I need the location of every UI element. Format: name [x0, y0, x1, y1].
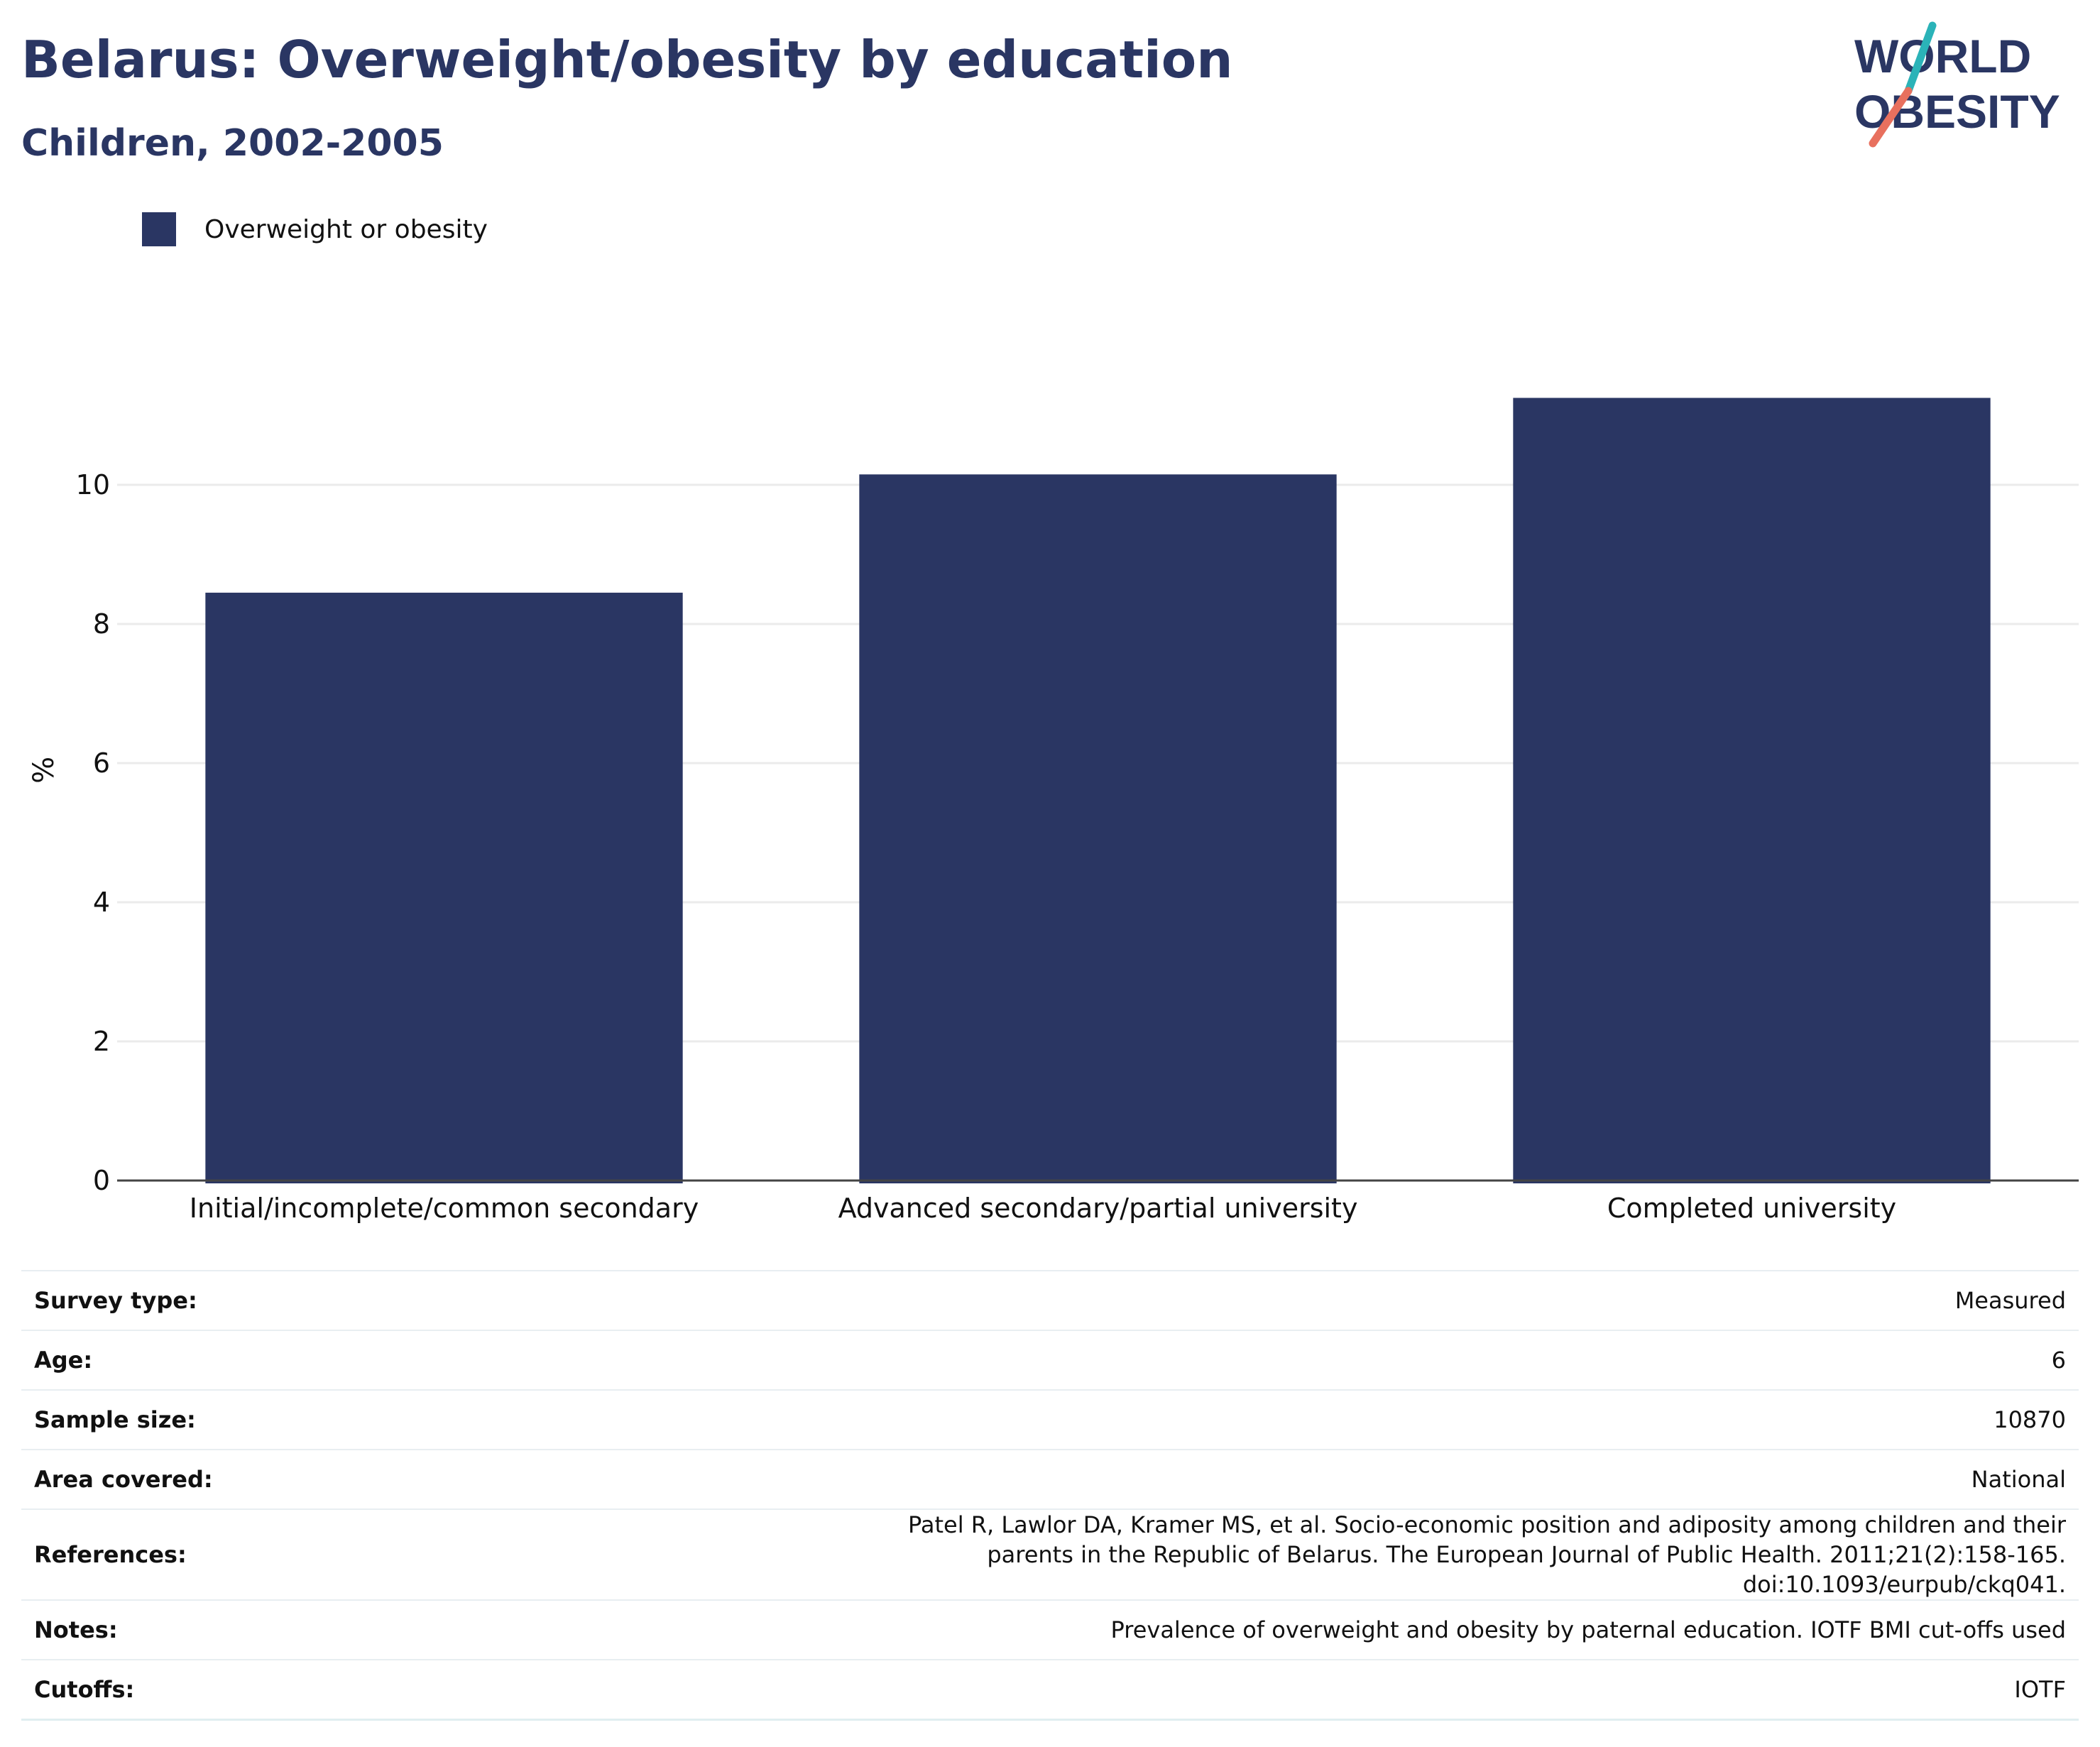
info-value: 6 — [225, 1330, 2079, 1390]
chart-subtitle: Children, 2002-2005 — [21, 122, 444, 165]
bar-chart: 0 2 4 6 8 10% Initial/incomplete/common second… — [28, 398, 2079, 1224]
x-tick-label: Advanced secondary/partial university — [838, 1193, 1358, 1224]
y-tick-label: 8 — [93, 608, 110, 640]
x-tick-label: Initial/incomplete/common secondary — [190, 1193, 699, 1224]
info-row-area-covered: Area covered: National — [21, 1449, 2079, 1509]
logo-line1: WORLD — [1854, 30, 2031, 82]
y-axis-label: % — [28, 757, 60, 784]
chart-title: Belarus: Overweight/obesity by education — [21, 30, 1233, 89]
logo-slash-top — [1904, 21, 1937, 95]
info-value: Measured — [225, 1270, 2079, 1330]
y-tick-label: 10 — [76, 469, 110, 500]
info-row-sample-size: Sample size: 10870 — [21, 1389, 2079, 1450]
bar — [1513, 398, 1991, 1183]
y-tick-label: 6 — [93, 747, 110, 779]
info-value: Prevalence of overweight and obesity by … — [225, 1599, 2079, 1660]
info-label: Sample size: — [21, 1389, 226, 1450]
bar — [859, 474, 1337, 1183]
legend: Overweight or obesity — [142, 212, 488, 247]
info-row-age: Age: 6 — [21, 1330, 2079, 1390]
info-row-references: References: Patel R, Lawlor DA, Kramer M… — [21, 1508, 2079, 1600]
legend-label: Overweight or obesity — [204, 214, 488, 244]
y-tick-label: 4 — [93, 887, 110, 918]
info-row-notes: Notes: Prevalence of overweight and obes… — [21, 1599, 2079, 1660]
info-row-survey-type: Survey type: Measured — [21, 1270, 2079, 1330]
bar — [205, 592, 683, 1183]
info-label: Cutoffs: — [21, 1659, 226, 1721]
info-label: Notes: — [21, 1599, 226, 1660]
x-tick-label: Completed university — [1607, 1193, 1896, 1224]
info-value: 10870 — [225, 1389, 2079, 1450]
info-label: Area covered: — [21, 1449, 226, 1509]
y-tick-label: 0 — [93, 1165, 110, 1196]
info-value: IOTF — [225, 1659, 2079, 1721]
info-table: Survey type: Measured Age: 6 Sample size… — [21, 1270, 2079, 1721]
legend-swatch — [142, 212, 176, 246]
y-tick-label: 2 — [93, 1026, 110, 1057]
info-value: Patel R, Lawlor DA, Kramer MS, et al. So… — [225, 1508, 2079, 1600]
info-label: Survey type: — [21, 1270, 226, 1330]
info-label: Age: — [21, 1330, 226, 1390]
logo-slash-bottom — [1869, 87, 1913, 148]
info-row-cutoffs: Cutoffs: IOTF — [21, 1659, 2079, 1721]
logo-line2: OBESITY — [1854, 85, 2060, 138]
world-obesity-logo: WORLD OBESITY — [1854, 21, 2060, 148]
info-label: References: — [21, 1508, 226, 1600]
info-value: National — [225, 1449, 2079, 1509]
